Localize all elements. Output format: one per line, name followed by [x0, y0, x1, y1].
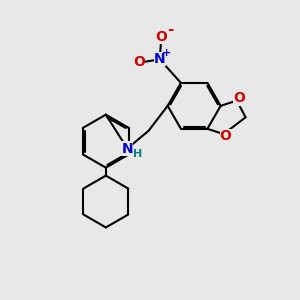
Text: O: O: [133, 55, 145, 69]
Text: H: H: [133, 149, 142, 159]
Text: +: +: [162, 48, 171, 58]
Text: O: O: [155, 30, 167, 44]
Text: O: O: [220, 129, 232, 143]
Text: N: N: [154, 52, 166, 66]
Text: N: N: [122, 142, 133, 155]
Text: -: -: [167, 22, 173, 37]
Text: O: O: [233, 92, 245, 106]
